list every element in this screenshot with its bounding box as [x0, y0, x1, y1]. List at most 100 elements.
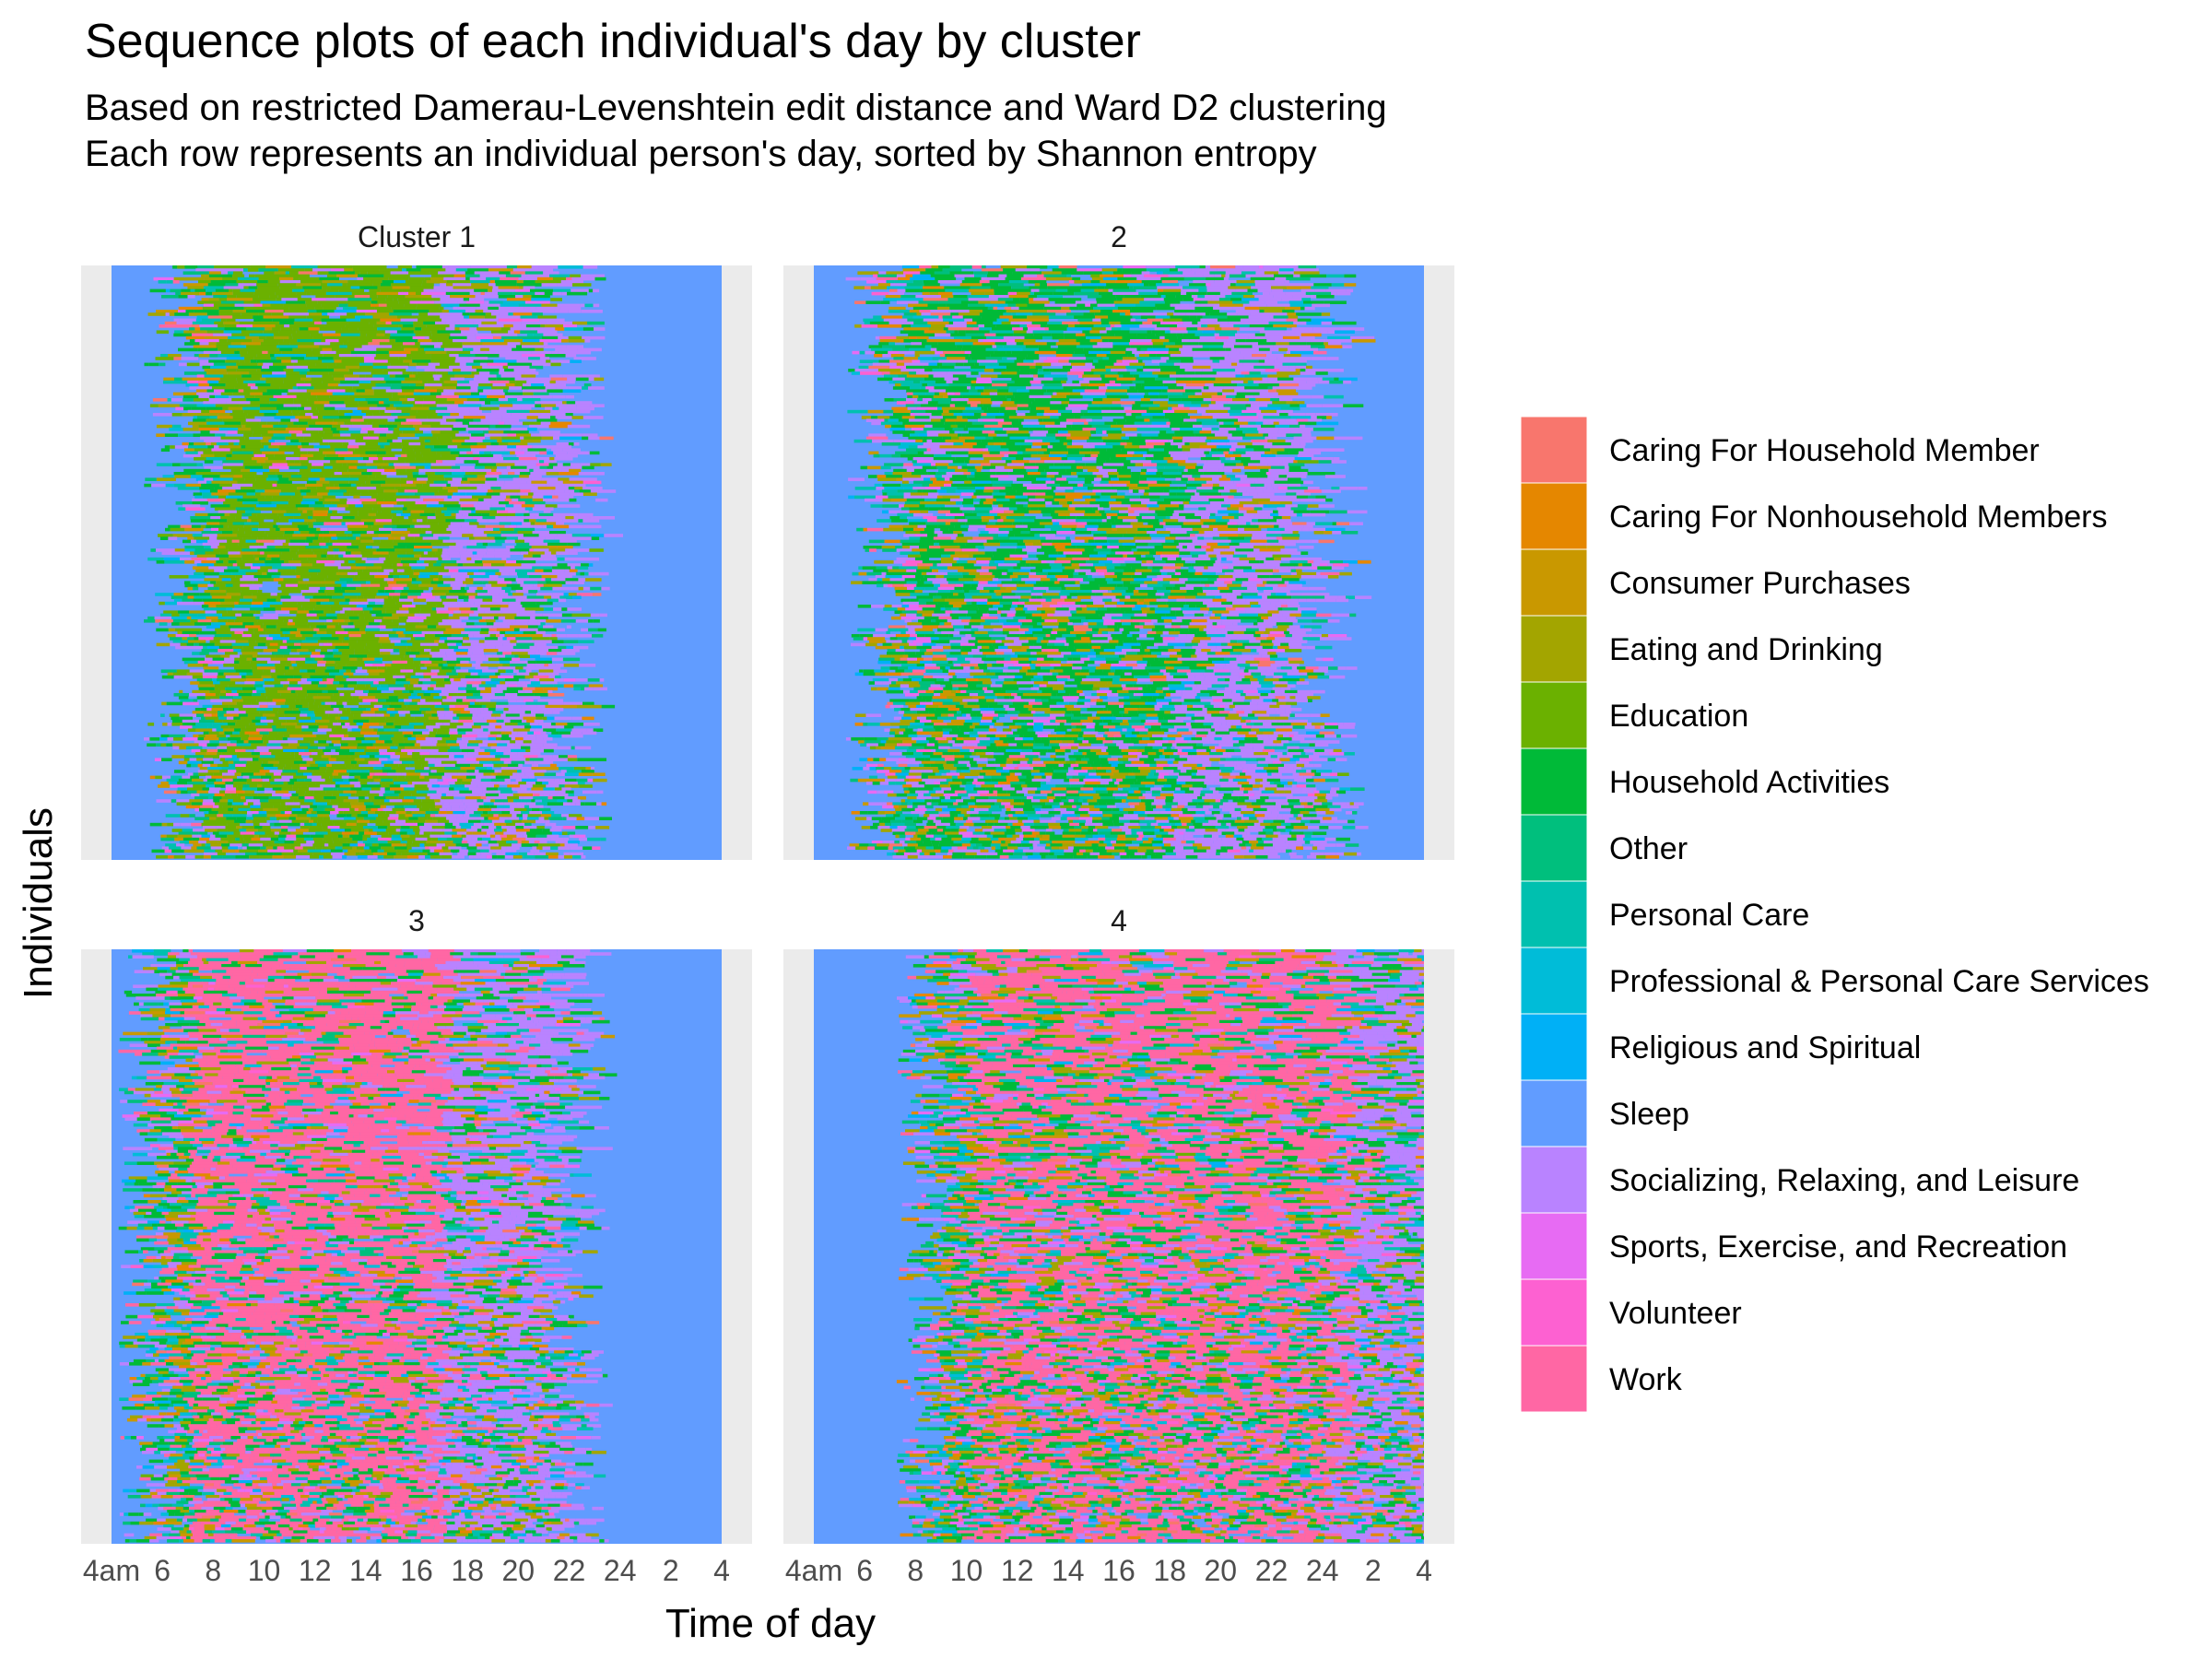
activity-segment — [222, 460, 243, 464]
activity-segment — [323, 416, 339, 419]
activity-segment — [260, 463, 272, 466]
activity-segment — [386, 452, 406, 455]
activity-segment — [209, 275, 232, 278]
activity-segment — [299, 271, 318, 275]
activity-segment — [314, 507, 330, 511]
activity-segment — [416, 720, 426, 724]
activity-segment — [374, 307, 391, 311]
activity-segment — [491, 487, 501, 490]
activity-segment — [339, 548, 350, 552]
activity-segment — [219, 307, 244, 311]
activity-segment — [427, 280, 447, 284]
activity-segment — [417, 371, 436, 375]
activity-segment — [169, 735, 185, 738]
activity-segment — [469, 614, 478, 618]
activity-segment — [474, 723, 489, 726]
activity-segment — [288, 560, 300, 564]
activity-segment — [223, 501, 242, 505]
activity-segment — [244, 437, 249, 441]
activity-segment — [572, 277, 595, 281]
activity-segment — [364, 678, 373, 682]
activity-segment — [530, 289, 553, 293]
activity-segment — [335, 590, 345, 594]
activity-segment — [356, 570, 362, 573]
activity-segment — [508, 595, 512, 599]
activity-segment — [301, 728, 317, 732]
activity-segment — [479, 452, 484, 455]
activity-segment — [216, 289, 229, 293]
activity-segment — [233, 477, 245, 481]
activity-segment — [336, 363, 359, 367]
activity-segment — [388, 295, 406, 299]
activity-segment — [498, 654, 505, 658]
activity-segment — [231, 578, 241, 582]
activity-segment — [384, 410, 401, 414]
activity-segment — [176, 381, 188, 384]
activity-segment — [454, 540, 470, 544]
activity-segment — [254, 395, 273, 399]
activity-segment — [436, 684, 445, 688]
activity-segment — [523, 383, 531, 387]
activity-segment — [193, 699, 197, 702]
activity-segment — [434, 640, 439, 643]
activity-segment — [510, 625, 528, 629]
activity-segment — [225, 652, 238, 655]
activity-segment — [382, 705, 390, 709]
activity-segment — [424, 386, 445, 390]
activity-segment — [300, 669, 307, 673]
activity-segment — [509, 605, 523, 608]
activity-segment — [382, 466, 394, 470]
activity-segment — [252, 339, 264, 343]
activity-segment — [247, 327, 265, 331]
activity-segment — [556, 386, 569, 390]
activity-segment — [205, 658, 213, 662]
activity-segment — [285, 725, 295, 729]
activity-segment — [458, 646, 471, 650]
activity-segment — [420, 496, 436, 500]
activity-segment — [411, 720, 417, 724]
activity-segment — [401, 442, 408, 446]
activity-segment — [271, 312, 283, 316]
activity-segment — [409, 374, 415, 378]
activity-segment — [440, 457, 456, 461]
activity-segment — [396, 673, 406, 677]
activity-segment — [210, 516, 220, 520]
activity-segment — [327, 283, 342, 287]
activity-segment — [338, 289, 358, 293]
activity-segment — [376, 499, 383, 502]
activity-segment — [363, 690, 369, 694]
activity-segment — [488, 283, 496, 287]
activity-segment — [417, 519, 422, 523]
activity-segment — [540, 684, 554, 688]
activity-segment — [525, 735, 536, 738]
activity-segment — [324, 622, 339, 626]
activity-segment — [406, 452, 415, 455]
facet-strip-label: Cluster 1 — [358, 220, 476, 253]
activity-segment — [235, 631, 243, 635]
activity-segment — [315, 422, 337, 426]
activity-segment — [326, 298, 348, 301]
activity-segment — [265, 454, 274, 458]
activity-segment — [443, 389, 461, 393]
activity-segment — [207, 540, 227, 544]
activity-segment — [396, 499, 406, 502]
activity-segment — [497, 511, 508, 514]
activity-segment — [388, 595, 392, 599]
activity-segment — [150, 548, 156, 552]
activity-segment — [344, 422, 353, 426]
activity-segment — [285, 484, 305, 488]
activity-segment — [353, 422, 360, 426]
activity-segment — [252, 433, 262, 437]
activity-segment — [377, 448, 391, 452]
activity-segment — [415, 637, 425, 641]
activity-segment — [236, 324, 253, 328]
activity-segment — [470, 481, 486, 485]
activity-segment — [368, 342, 380, 346]
activity-segment — [416, 673, 424, 677]
activity-segment — [205, 590, 211, 594]
activity-segment — [289, 307, 314, 311]
activity-segment — [179, 307, 203, 311]
activity-segment — [416, 307, 439, 311]
activity-segment — [398, 324, 403, 328]
activity-segment — [491, 713, 500, 717]
